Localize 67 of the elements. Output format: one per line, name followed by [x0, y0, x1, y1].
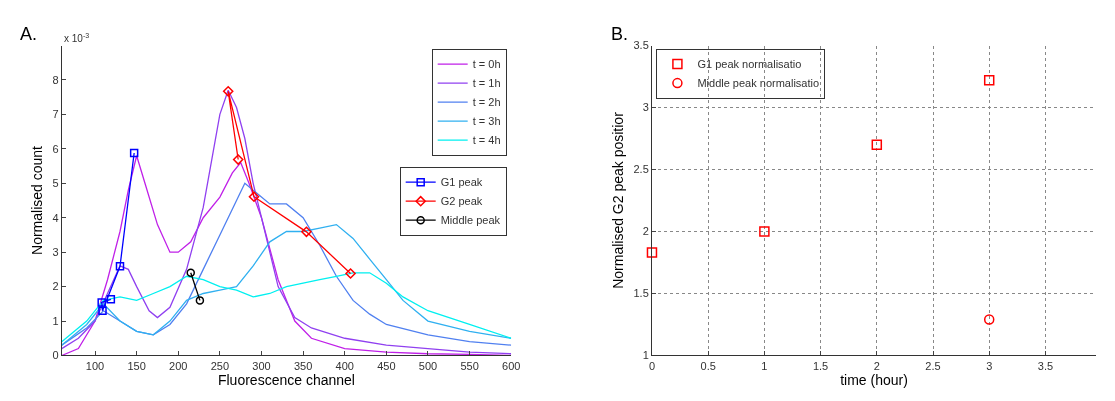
- point: [983, 74, 995, 86]
- legend-label: t = 2h: [472, 96, 501, 109]
- x-tick-label: 3.5: [1037, 359, 1054, 372]
- point: [98, 306, 107, 315]
- chart-title: B.: [611, 24, 629, 44]
- x-tick-label: 2: [873, 359, 880, 372]
- x-tick-label: 100: [85, 359, 105, 372]
- x-tick-label: 1: [761, 359, 768, 372]
- point: [115, 262, 125, 271]
- y-tick-label: 2: [52, 280, 59, 293]
- y-tick-label: 1: [642, 349, 649, 362]
- legend-label: t = 1h: [472, 77, 501, 90]
- x-tick-label: 1.5: [812, 359, 829, 372]
- point: [983, 314, 995, 325]
- legend-label: t = 3h: [472, 115, 501, 128]
- point: [301, 226, 312, 238]
- x-tick-label: 3: [986, 359, 993, 372]
- x-tick-label: 300: [252, 359, 271, 372]
- y-tick-label: 3.5: [633, 39, 649, 52]
- x-tick-label: 500: [418, 359, 438, 372]
- x-tick-label: 0.5: [700, 359, 716, 372]
- y-tick-label: 1.5: [633, 287, 649, 300]
- y-tick-label: 6: [52, 142, 59, 155]
- point: [195, 296, 205, 305]
- legend-label: Middle peak: [440, 214, 501, 227]
- y-tick-label: 7: [52, 108, 59, 121]
- x-tick-label: 450: [377, 359, 396, 372]
- x-axis-title: Fluorescence channel: [217, 371, 355, 388]
- y-tick-label: 3: [642, 101, 649, 114]
- point: [759, 226, 770, 237]
- legend-label: t = 4h: [472, 134, 501, 147]
- y-tick-label: 4: [52, 211, 59, 224]
- point: [232, 154, 244, 165]
- x-tick-label: 400: [335, 359, 354, 372]
- y-tick-label: 5: [52, 177, 59, 190]
- point: [222, 86, 234, 97]
- point: [646, 247, 658, 258]
- x-tick-label: 250: [210, 359, 230, 372]
- y-tick-label: 2: [642, 225, 649, 238]
- x-tick-label: 600: [502, 359, 521, 372]
- x-tick-label: 200: [169, 359, 188, 372]
- x-axis-title: time (hour): [840, 371, 908, 388]
- point: [129, 148, 139, 158]
- chart-title: A.: [20, 24, 38, 44]
- y-axis-title: Normalised G2 peak positior: [610, 111, 627, 289]
- legend-label: G2 peak: [440, 195, 483, 208]
- legend-label: G1 peak normalisatio: [697, 58, 802, 71]
- y-tick-label: 8: [52, 73, 59, 86]
- y-axis-title: Normalised count: [29, 145, 46, 255]
- legend-label: Middle peak normalisatio: [697, 77, 820, 90]
- point: [345, 268, 356, 279]
- x-tick-label: 350: [293, 359, 313, 372]
- point: [186, 268, 195, 278]
- point: [871, 139, 883, 150]
- point: [97, 298, 106, 307]
- x-tick-label: 550: [460, 359, 479, 372]
- point: [106, 295, 116, 304]
- y-tick-label: 0: [52, 349, 59, 362]
- legend-label: t = 0h: [472, 58, 501, 71]
- y-tick-label: 2.5: [633, 163, 649, 176]
- y-tick-label: 3: [52, 246, 59, 259]
- text: x 10$^{-3}$: [64, 32, 90, 45]
- x-tick-label: 150: [127, 359, 146, 372]
- x-tick-label: 2.5: [925, 359, 941, 372]
- y-tick-label: 1: [52, 314, 59, 327]
- point: [248, 191, 260, 203]
- legend-label: G1 peak: [440, 176, 483, 189]
